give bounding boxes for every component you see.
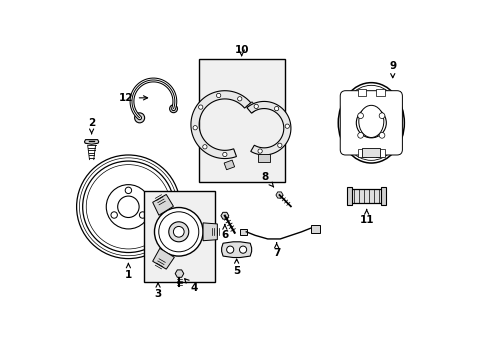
Circle shape — [239, 246, 246, 253]
Circle shape — [237, 96, 242, 101]
Circle shape — [254, 104, 258, 108]
Circle shape — [357, 113, 363, 118]
Text: 1: 1 — [124, 264, 132, 280]
Bar — [357, 149, 366, 157]
Bar — [198, 59, 284, 182]
Circle shape — [154, 207, 203, 256]
Polygon shape — [246, 102, 290, 155]
Bar — [375, 149, 384, 157]
Bar — [310, 225, 319, 233]
Circle shape — [168, 222, 188, 242]
Text: 11: 11 — [359, 210, 373, 225]
Text: 8: 8 — [261, 172, 273, 187]
Bar — [362, 148, 380, 157]
Polygon shape — [152, 248, 174, 269]
Circle shape — [169, 105, 177, 113]
Circle shape — [277, 143, 282, 148]
FancyBboxPatch shape — [340, 91, 402, 155]
Ellipse shape — [358, 105, 383, 138]
Bar — [240, 229, 247, 235]
Circle shape — [378, 113, 384, 118]
Circle shape — [226, 246, 233, 253]
Polygon shape — [203, 223, 217, 241]
Ellipse shape — [338, 83, 404, 163]
Text: 4: 4 — [184, 279, 197, 293]
Bar — [346, 187, 351, 205]
Bar — [258, 154, 269, 162]
Circle shape — [77, 155, 180, 258]
Text: 12: 12 — [119, 93, 147, 103]
Circle shape — [193, 126, 197, 130]
Ellipse shape — [340, 85, 401, 160]
Bar — [375, 89, 384, 96]
Circle shape — [274, 107, 278, 111]
Polygon shape — [84, 140, 99, 144]
Polygon shape — [275, 192, 283, 198]
Circle shape — [357, 132, 363, 138]
Circle shape — [285, 124, 289, 128]
Circle shape — [258, 149, 262, 153]
Bar — [143, 191, 215, 282]
Text: 5: 5 — [233, 259, 240, 276]
Circle shape — [216, 93, 221, 98]
Text: 6: 6 — [221, 225, 228, 240]
Circle shape — [125, 187, 131, 194]
Polygon shape — [152, 194, 173, 215]
Circle shape — [203, 145, 206, 149]
Circle shape — [139, 212, 145, 218]
Text: 7: 7 — [272, 243, 280, 258]
Polygon shape — [175, 270, 183, 277]
Text: 9: 9 — [388, 61, 395, 78]
Circle shape — [222, 152, 226, 157]
Bar — [350, 189, 382, 203]
Circle shape — [159, 212, 198, 252]
Polygon shape — [221, 242, 251, 257]
Text: 10: 10 — [234, 45, 248, 55]
Text: 3: 3 — [154, 283, 162, 299]
Bar — [357, 89, 366, 96]
Circle shape — [198, 105, 203, 109]
Circle shape — [356, 108, 386, 138]
Circle shape — [118, 196, 139, 217]
Polygon shape — [190, 91, 250, 158]
Circle shape — [134, 113, 144, 123]
Circle shape — [111, 212, 117, 218]
Bar — [246, 102, 257, 113]
Text: 2: 2 — [88, 118, 95, 134]
Circle shape — [173, 226, 184, 237]
Circle shape — [378, 132, 384, 138]
Bar — [224, 160, 234, 170]
Polygon shape — [221, 212, 228, 219]
Bar — [381, 187, 386, 205]
